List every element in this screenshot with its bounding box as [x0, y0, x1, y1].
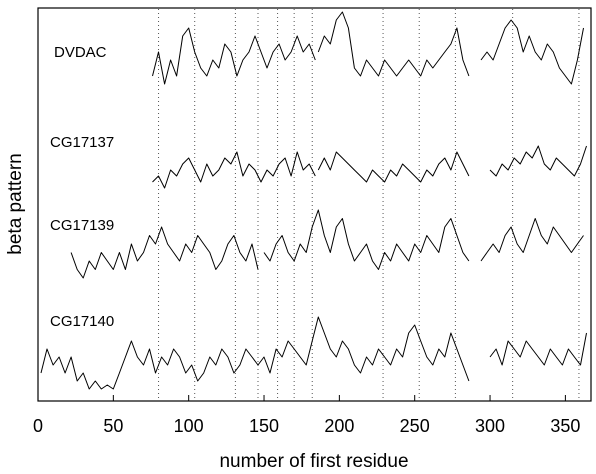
series-trace-cg17139	[480, 218, 584, 262]
series-trace-dvdac	[317, 11, 470, 77]
x-tick-label: 350	[550, 416, 580, 436]
series-trace-cg17137	[317, 151, 470, 183]
x-tick-label: 100	[174, 416, 204, 436]
x-tick-label: 150	[249, 416, 279, 436]
series-label: CG17139	[50, 217, 114, 234]
x-tick-label: 300	[475, 416, 505, 436]
x-tick-label: 50	[103, 416, 123, 436]
series-trace-cg17139	[70, 226, 259, 279]
plot-frame	[37, 7, 592, 402]
x-tick-label: 200	[324, 416, 354, 436]
y-axis-label: beta pattern	[5, 153, 26, 254]
series-traces	[40, 11, 587, 390]
series-label: CG17137	[50, 134, 114, 151]
series-trace-cg17137	[489, 145, 587, 177]
series-trace-dvdac	[152, 27, 316, 85]
series-label: DVDAC	[54, 44, 107, 61]
x-tick-label: 250	[400, 416, 430, 436]
series-trace-dvdac	[480, 19, 584, 85]
series-trace-cg17137	[152, 151, 316, 189]
x-tick-label: 0	[33, 416, 43, 436]
x-axis-ticks: 0 50 100 150 200 250 300 350	[33, 395, 580, 436]
series-labels: DVDAC CG17137 CG17139 CG17140	[50, 44, 114, 330]
series-trace-cg17140	[489, 332, 587, 366]
series-label: CG17140	[50, 313, 114, 330]
series-trace-cg17140	[40, 316, 470, 390]
series-trace-cg17139	[263, 209, 470, 270]
x-axis-label: number of first residue	[219, 451, 408, 472]
